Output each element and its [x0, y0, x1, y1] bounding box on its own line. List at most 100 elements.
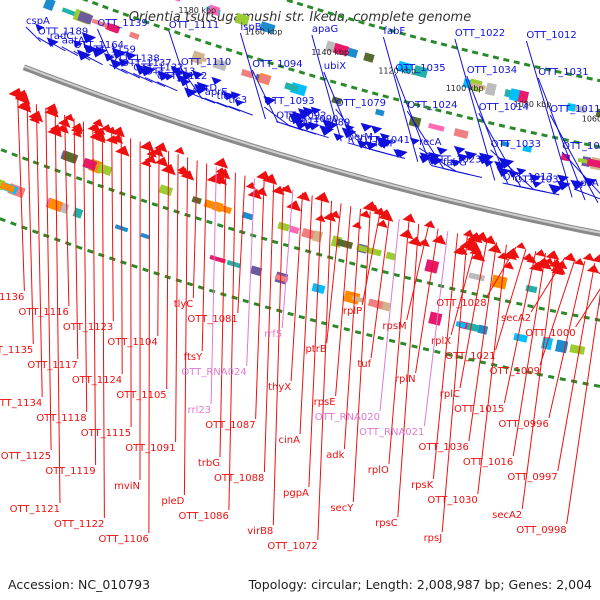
- reverse-gene-arrow: [431, 234, 447, 245]
- gene-label: OTT_1104: [107, 337, 157, 348]
- leader-line: [157, 147, 160, 337]
- tick-mark: [572, 313, 579, 318]
- reverse-gene-arrow: [462, 229, 475, 238]
- tick-mark: [194, 37, 202, 43]
- reverse-gene-arrow: [543, 257, 555, 265]
- reverse-gene-arrow: [28, 110, 44, 123]
- leader-line: [96, 28, 116, 70]
- forward-gene-arrow: [91, 46, 106, 58]
- forward-gene-arrow: [409, 137, 420, 145]
- tick-mark: [122, 12, 130, 18]
- gene-label: perM: [348, 132, 373, 143]
- tick-mark: [282, 242, 290, 248]
- leader-line: [263, 184, 275, 473]
- tick-mark: [236, 50, 243, 56]
- tick-mark: [366, 333, 373, 338]
- forward-gene-arrow: [73, 40, 83, 48]
- tick-mark: [296, 1, 304, 7]
- reverse-gene-arrow: [399, 229, 414, 240]
- leader-line: [379, 218, 400, 412]
- reverse-gene-arrow: [515, 242, 526, 250]
- tick-mark: [559, 377, 566, 382]
- leader-line: [557, 263, 596, 472]
- leader-line: [575, 288, 600, 328]
- forward-gene-arrow: [125, 51, 137, 60]
- tick-mark: [527, 304, 534, 309]
- tick-mark: [242, 298, 250, 304]
- reverse-gene-arrow: [154, 156, 169, 168]
- tick-mark: [308, 73, 316, 78]
- kbp-label: 1100 kbp: [446, 84, 484, 93]
- tick-mark: [549, 308, 557, 313]
- gene-label: OTT_1014: [479, 102, 529, 113]
- gene-label: OTT_1087: [205, 420, 255, 431]
- forward-gene-arrow: [288, 113, 304, 125]
- gene-label: OTT_1089: [300, 118, 350, 129]
- reverse-gene-arrow: [92, 118, 104, 128]
- forward-gene-arrow: [163, 72, 174, 81]
- tick-mark: [304, 249, 312, 254]
- tick-mark: [86, 179, 94, 185]
- gene-label: rplP: [343, 306, 362, 317]
- leader-line: [168, 30, 191, 96]
- leader-line: [281, 189, 294, 329]
- gene-label: rpsJ: [424, 533, 443, 544]
- tick-mark: [583, 142, 591, 147]
- leader-line: [539, 259, 576, 366]
- leader-line: [246, 178, 255, 367]
- cog-block: [428, 123, 445, 132]
- leader-line: [486, 246, 517, 298]
- gene-label: OTT_1081: [187, 314, 237, 325]
- leader-line: [352, 211, 371, 503]
- tick-mark: [519, 128, 527, 133]
- forward-gene-arrow: [450, 159, 461, 167]
- gene-label: OTT_1094: [252, 59, 302, 70]
- reverse-gene-arrow: [453, 245, 468, 256]
- tick-mark: [309, 317, 317, 323]
- tick-mark: [153, 23, 161, 29]
- leader-line: [156, 81, 178, 92]
- tick-mark: [287, 311, 294, 317]
- leader-line: [512, 253, 547, 457]
- gene-label: cinA: [279, 435, 301, 446]
- reverse-gene-arrow: [286, 200, 302, 212]
- leader-line: [109, 64, 128, 75]
- reverse-gene-arrow: [573, 258, 585, 266]
- tick-mark: [75, 245, 83, 250]
- forward-gene-arrow: [82, 33, 93, 41]
- tick-mark: [461, 47, 468, 53]
- cog-block: [522, 145, 533, 153]
- tick-mark: [338, 258, 345, 263]
- leader-line: [423, 231, 449, 427]
- gene-label: OTT_1115: [81, 428, 131, 439]
- tick-mark: [347, 17, 355, 22]
- forward-gene-arrow: [370, 125, 383, 134]
- gene-label: OTT_1111: [169, 20, 219, 31]
- leader-line: [61, 46, 79, 57]
- forward-gene-arrow: [35, 23, 45, 32]
- gene-label: adk: [326, 450, 344, 461]
- cog-block: [47, 197, 63, 212]
- forward-gene-arrow: [230, 91, 242, 100]
- leader-line: [459, 240, 488, 389]
- reverse-gene-arrow: [154, 142, 168, 153]
- cog-block: [347, 47, 359, 59]
- leader-line: [82, 121, 88, 413]
- gene-label: recA: [419, 137, 442, 148]
- tick-mark: [460, 289, 467, 294]
- gene-label: fabF: [383, 26, 405, 37]
- forward-gene-arrow: [375, 136, 392, 148]
- gene-label: radC: [50, 31, 74, 42]
- tick-mark: [576, 74, 583, 79]
- tick-mark: [502, 365, 509, 370]
- tick-mark: [53, 237, 61, 243]
- forward-gene-arrow: [436, 146, 448, 155]
- cog-block: [468, 272, 486, 282]
- tick-mark: [102, 4, 109, 10]
- tick-mark: [516, 301, 523, 306]
- cog-block: [573, 105, 587, 114]
- cog-block: [219, 204, 232, 214]
- forward-gene-arrow: [170, 65, 181, 74]
- gene-label: mviN: [114, 481, 140, 492]
- cog-block: [259, 21, 276, 35]
